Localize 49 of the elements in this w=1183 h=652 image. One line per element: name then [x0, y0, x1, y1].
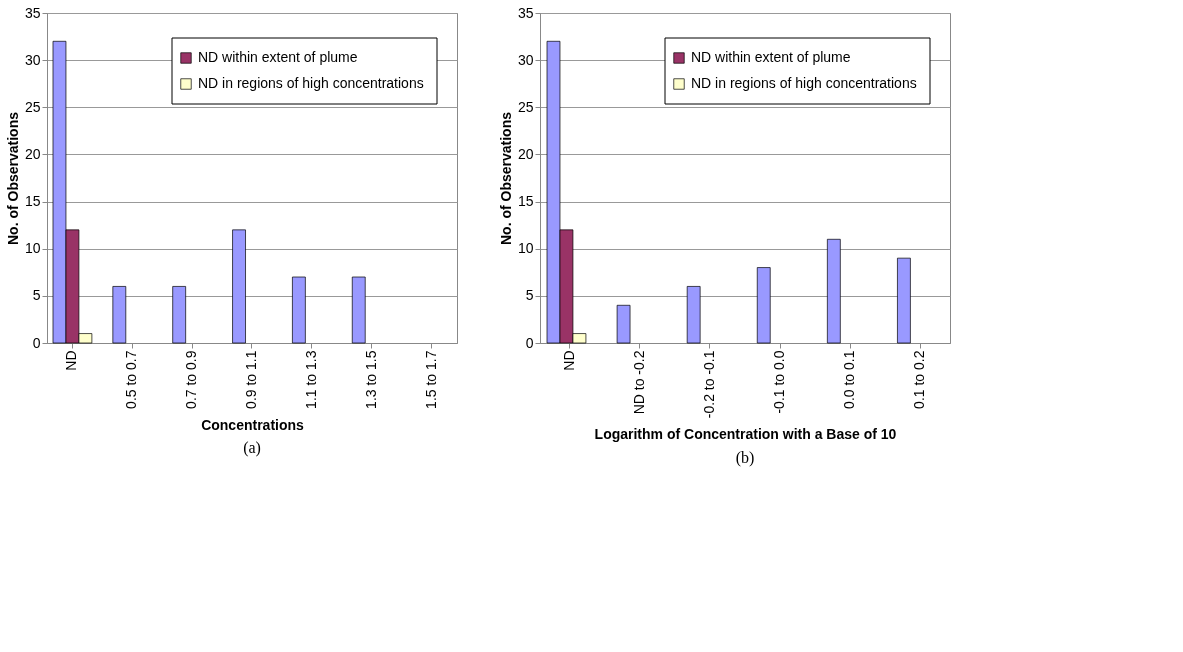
bar	[686, 286, 701, 344]
x-tick-label: 0.9 to 1.1	[243, 350, 259, 409]
x-axis-title: Concentrations	[201, 416, 305, 433]
x-tick-label: 0.5 to 0.7	[123, 350, 140, 409]
y-tick-label: 15	[517, 193, 534, 210]
x-tick-label: 1.1 to 1.3	[302, 350, 319, 409]
x-tick-label: 0.1 to 0.2	[911, 350, 928, 409]
bar	[897, 257, 911, 344]
x-axis-title: Logarithm of Concentration with a Base of 10	[594, 426, 897, 443]
bar	[351, 276, 366, 344]
y-tick-label: 5	[32, 287, 41, 304]
y-axis-title: No. of Observations	[4, 111, 21, 246]
x-tick-label: -0.2 to -0.1	[700, 350, 717, 419]
y-tick-label: 5	[525, 287, 534, 304]
legend-label: ND within extent of plume	[198, 49, 358, 65]
y-tick-label: 30	[517, 51, 534, 68]
bar	[232, 229, 246, 344]
bar	[827, 238, 841, 344]
y-tick-label: 25	[517, 98, 534, 115]
bar	[292, 276, 306, 344]
y-tick-label: 0	[32, 334, 41, 351]
x-tick-label: ND	[63, 350, 80, 371]
y-tick-label: 10	[24, 240, 41, 257]
x-tick-label: 1.3 to 1.5	[362, 350, 379, 409]
bar	[112, 286, 127, 344]
text: (b)	[735, 448, 755, 467]
y-tick-label: 25	[24, 98, 41, 115]
legend-label: ND in regions of high concentrations	[691, 75, 917, 91]
y-tick-label: 20	[24, 145, 41, 162]
y-tick-label: 30	[24, 51, 41, 68]
y-tick-label: 35	[24, 4, 41, 21]
text: (a)	[243, 439, 261, 458]
y-axis-title: No. of Observations	[497, 111, 514, 246]
bar	[756, 267, 771, 344]
x-tick-label: 1.5 to 1.7	[422, 350, 439, 409]
x-tick-label: 0.0 to 0.1	[841, 350, 858, 409]
x-tick-label: -0.1 to 0.0	[771, 350, 788, 414]
y-tick-label: 20	[517, 145, 534, 162]
legend-label: ND in regions of high concentrations	[198, 75, 424, 91]
y-tick-label: 0	[525, 334, 534, 351]
bar	[616, 304, 631, 344]
bar	[172, 286, 187, 344]
x-tick-label: ND	[560, 350, 577, 371]
y-tick-label: 10	[517, 240, 534, 257]
y-tick-label: 15	[24, 193, 41, 210]
y-tick-label: 35	[517, 4, 534, 21]
x-tick-label: ND to -0.2	[630, 350, 647, 415]
x-tick-label: 0.7 to 0.9	[183, 350, 200, 409]
legend-label: ND within extent of plume	[691, 49, 851, 65]
